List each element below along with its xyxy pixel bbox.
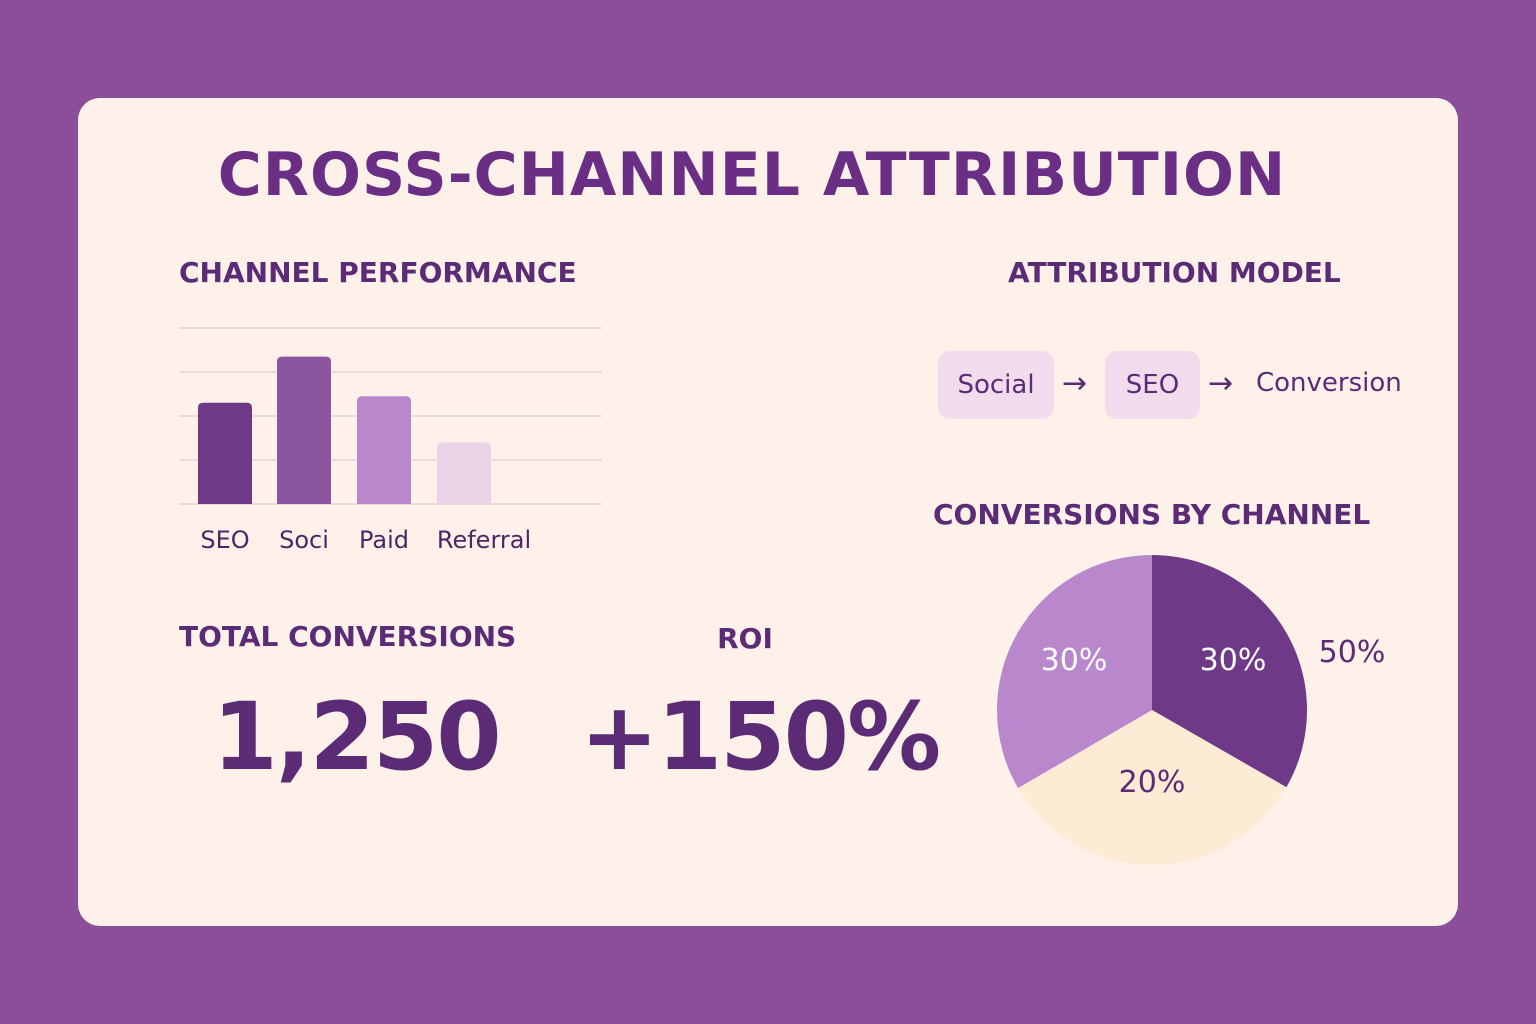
pie-slice-label: 30%: [1041, 643, 1108, 678]
channel-performance-heading: CHANNEL PERFORMANCE: [179, 256, 577, 289]
bar-referral: [437, 442, 491, 504]
pie-slice-label: 30%: [1200, 643, 1267, 678]
bar-label: Paid: [359, 526, 409, 554]
flow-step-conversion: Conversion: [1256, 368, 1402, 398]
pie-slice: [1152, 555, 1307, 788]
pie-outside-label: 50%: [1319, 635, 1386, 670]
conversions-by-channel-heading: CONVERSIONS BY CHANNEL: [933, 498, 1371, 531]
bar-paid: [357, 396, 411, 504]
pie-chart: 30% 20% 30% 50%: [997, 555, 1386, 865]
pie-slice: [1018, 710, 1287, 865]
attribution-model-heading: ATTRIBUTION MODEL: [1008, 256, 1341, 289]
total-conversions-value: 1,250: [212, 683, 501, 792]
pie-slice-label: 20%: [1119, 765, 1186, 800]
flow-step-social: Social: [938, 351, 1054, 419]
pie-slice: [997, 555, 1152, 789]
flow-step-label: SEO: [1125, 370, 1180, 400]
arrow-right-icon: →: [1208, 366, 1234, 401]
bar-label: Soci: [279, 526, 329, 554]
total-conversions-label: TOTAL CONVERSIONS: [179, 620, 517, 653]
roi-label: ROI: [717, 622, 773, 655]
page-title: CROSS-CHANNEL ATTRIBUTION: [217, 140, 1287, 210]
bar-seo: [198, 402, 252, 504]
roi-value: +150%: [580, 683, 941, 792]
bar-chart: SEO Soci Paid Referral: [179, 327, 602, 554]
arrow-right-icon: →: [1062, 366, 1088, 401]
flow-step-seo: SEO: [1105, 351, 1200, 419]
flow-step-label: Social: [957, 370, 1035, 400]
bar-label: Referral: [437, 526, 531, 554]
bar-soci: [277, 356, 331, 504]
bar-label: SEO: [200, 526, 249, 554]
